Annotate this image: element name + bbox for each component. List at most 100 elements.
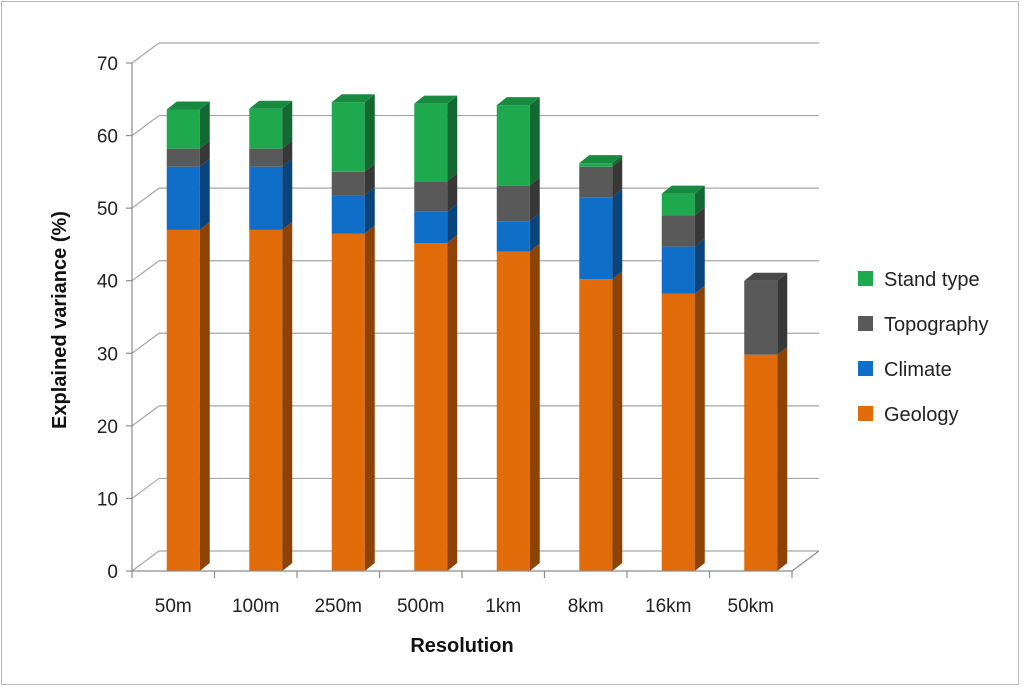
bar-100m-stand-type-top bbox=[249, 100, 293, 109]
bar-8km-topography-side bbox=[612, 158, 623, 198]
bar-8km-stand-type-top bbox=[579, 155, 623, 164]
bar-8km-stand-type bbox=[579, 163, 613, 167]
bar-250m-stand-type-side bbox=[364, 94, 375, 172]
bar-500m-stand-type bbox=[414, 103, 448, 182]
bar-16km-topography-side bbox=[694, 207, 705, 247]
y-tick-label: 60 bbox=[97, 127, 118, 148]
legend-label-topography: Topography bbox=[884, 314, 989, 336]
y-tick-label: 20 bbox=[97, 417, 118, 438]
y-tick-label: 70 bbox=[97, 54, 118, 75]
legend-label-stand-type: Stand type bbox=[884, 269, 980, 291]
y-tick-label: 10 bbox=[97, 489, 118, 510]
bar-100m-topography-side bbox=[282, 140, 293, 167]
legend-swatch-climate bbox=[858, 361, 873, 376]
bar-1km-climate-side bbox=[529, 213, 540, 252]
gridline-diagonal bbox=[131, 115, 160, 137]
legend: Stand type Topography Climate Geology bbox=[858, 269, 989, 426]
bar-500m-geology-side bbox=[447, 234, 458, 571]
bar-100m-geology-side bbox=[282, 221, 293, 571]
legend-label-geology: Geology bbox=[884, 404, 959, 426]
bar-16km-stand-type-side bbox=[694, 185, 705, 216]
bar-16km-geology bbox=[661, 293, 695, 571]
bar-50km-geology-side bbox=[777, 346, 788, 571]
bar-1km-stand-type-top bbox=[496, 97, 540, 106]
y-tick-label: 30 bbox=[97, 344, 118, 365]
x-axis-title: Resolution bbox=[410, 635, 513, 657]
bar-100m-climate bbox=[249, 166, 283, 230]
bar-16km-stand-type-top bbox=[661, 185, 705, 194]
bar-250m-topography-side bbox=[364, 163, 375, 196]
x-tick-label: 1km bbox=[485, 596, 521, 617]
bars bbox=[166, 94, 788, 572]
bar-50m-stand-type-top bbox=[166, 101, 210, 110]
bar-250m-climate-side bbox=[364, 187, 375, 234]
bar-50m-topography-side bbox=[199, 140, 210, 167]
bar-8km-climate bbox=[579, 197, 613, 280]
bar-100m-stand-type bbox=[249, 108, 283, 149]
bar-50m-climate bbox=[166, 166, 200, 230]
x-tick-label: 16km bbox=[645, 596, 691, 617]
x-tick-label: 50km bbox=[728, 596, 774, 617]
bar-1km-topography-side bbox=[529, 177, 540, 222]
axes: 0 10 20 30 40 50 60 70 50m 100m 250m 500m 1km 8km 16km… bbox=[97, 54, 820, 617]
y-axis-title: Explained variance (%) bbox=[49, 211, 71, 429]
gridlines bbox=[131, 42, 819, 572]
x-tick-label: 250m bbox=[314, 596, 362, 617]
bar-16km-geology-side bbox=[694, 285, 705, 571]
bar-100m-topography bbox=[249, 148, 283, 167]
gridline-diagonal bbox=[131, 550, 160, 572]
bar-500m-topography-side bbox=[447, 173, 458, 212]
bar-1km-geology-side bbox=[529, 243, 540, 571]
bar-8km-climate-side bbox=[612, 189, 623, 280]
bar-50km-topography-side bbox=[777, 272, 788, 355]
bar-8km-geology-side bbox=[612, 271, 623, 571]
bar-50km-geology bbox=[744, 354, 778, 571]
bar-250m-stand-type-top bbox=[331, 94, 375, 103]
x-tick-label: 100m bbox=[232, 596, 280, 617]
bar-1km-stand-type bbox=[496, 105, 530, 186]
bar-100m-geology bbox=[249, 229, 283, 571]
bar-50m-climate-side bbox=[199, 158, 210, 230]
bar-16km-stand-type bbox=[661, 193, 695, 216]
bar-250m-climate bbox=[331, 195, 365, 234]
bar-1km-topography bbox=[496, 185, 530, 222]
gridline-diagonal bbox=[131, 42, 160, 64]
bar-500m-climate-side bbox=[447, 203, 458, 243]
gridline-diagonal bbox=[131, 187, 160, 209]
bar-250m-geology bbox=[331, 233, 365, 572]
bar-16km-climate bbox=[661, 246, 695, 294]
bar-100m-stand-type-side bbox=[282, 100, 293, 149]
y-tick-label: 40 bbox=[97, 272, 118, 293]
bar-1km-climate bbox=[496, 221, 530, 252]
bar-500m-stand-type-side bbox=[447, 95, 458, 182]
bar-50m-geology-side bbox=[199, 221, 210, 571]
bar-50m-topography bbox=[166, 148, 200, 167]
y-tick-label: 50 bbox=[97, 199, 118, 220]
bar-500m-geology bbox=[414, 242, 448, 571]
bar-1km-geology bbox=[496, 251, 530, 571]
bar-8km-stand-type-side bbox=[612, 155, 623, 167]
bar-50km-topography bbox=[744, 280, 778, 355]
bar-500m-topography bbox=[414, 181, 448, 212]
bar-250m-geology-side bbox=[364, 225, 375, 572]
x-tick-label: 8km bbox=[568, 596, 604, 617]
bar-16km-topography bbox=[661, 215, 695, 247]
bar-16km-climate-side bbox=[694, 238, 705, 294]
legend-label-climate: Climate bbox=[884, 359, 952, 381]
legend-swatch-geology bbox=[858, 406, 873, 421]
bar-50m-geology bbox=[166, 229, 200, 571]
bar-500m-stand-type-top bbox=[414, 95, 458, 104]
bar-50m-stand-type bbox=[166, 109, 200, 149]
bar-100m-climate-side bbox=[282, 158, 293, 230]
bar-250m-topography bbox=[331, 171, 365, 196]
gridline-diagonal bbox=[131, 332, 160, 354]
bar-500m-climate bbox=[414, 211, 448, 243]
gridline-diagonal bbox=[131, 260, 160, 282]
x-tick-label: 500m bbox=[397, 596, 445, 617]
legend-swatch-topography bbox=[858, 316, 873, 331]
bar-50km-topography-top bbox=[744, 272, 788, 281]
gridline-diagonal bbox=[131, 405, 160, 427]
floor-right-edge bbox=[791, 550, 820, 572]
